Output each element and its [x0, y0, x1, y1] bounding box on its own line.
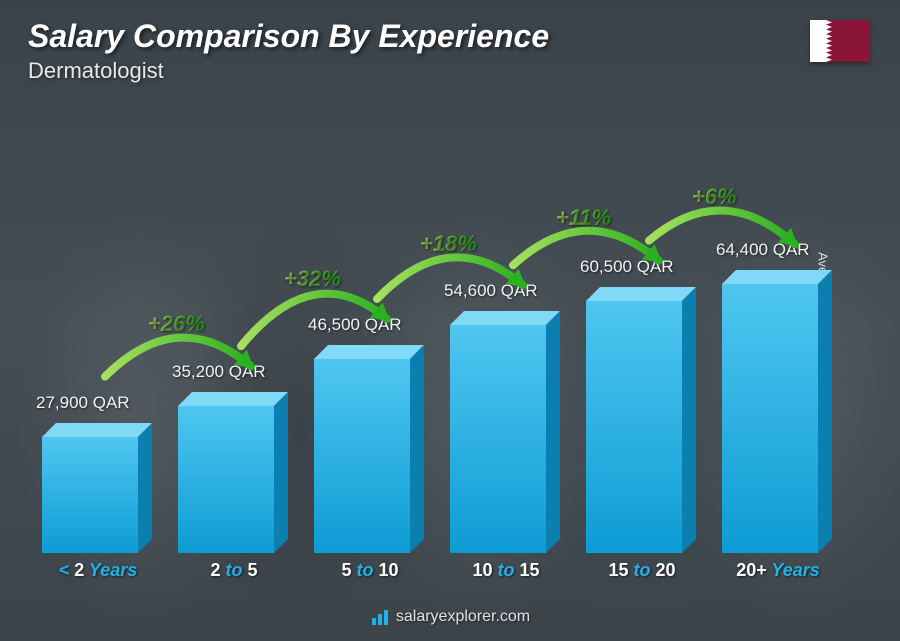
footer: salaryexplorer.com [0, 607, 900, 627]
flag-icon [810, 20, 870, 62]
logo-icon [370, 607, 390, 627]
footer-text: salaryexplorer.com [396, 608, 530, 625]
arcs-layer [30, 141, 850, 581]
chart-subtitle: Dermatologist [28, 58, 164, 84]
chart-area: 27,900 QAR< 2 Years35,200 QAR2 to 546,50… [30, 141, 850, 581]
chart-title: Salary Comparison By Experience [28, 18, 549, 55]
